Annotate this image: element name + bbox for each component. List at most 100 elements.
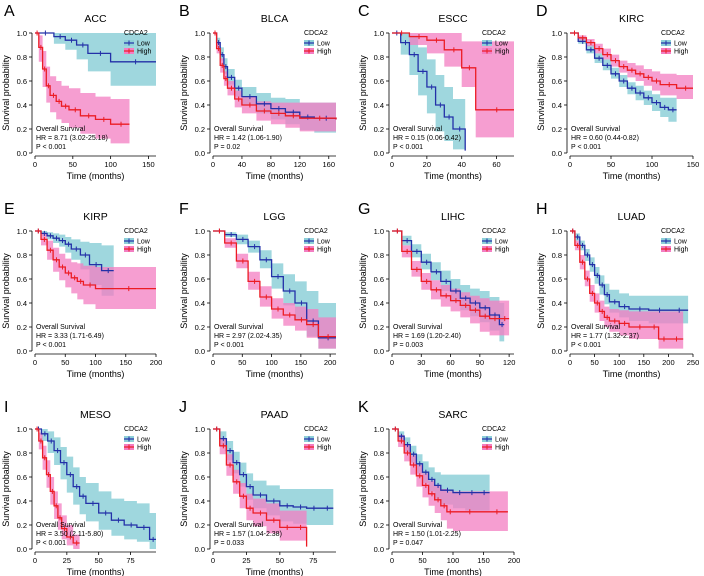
- x-tick-label: 0: [568, 160, 572, 169]
- stats-line: P = 0.003: [393, 342, 423, 349]
- stats-line: HR = 0.60 (0.44-0.82): [571, 135, 639, 142]
- legend-label: Low: [317, 41, 331, 48]
- legend-low: Low: [482, 238, 509, 246]
- ci-band-low: [35, 429, 156, 549]
- y-tick-label: 0.0: [17, 149, 27, 158]
- y-tick-label: 0.6: [195, 77, 205, 86]
- x-tick-label: 50: [276, 556, 284, 565]
- legend-high: High: [661, 48, 689, 56]
- stats-line: HR = 1.50 (1.01-2.25): [393, 531, 461, 538]
- legend-label: Low: [137, 41, 151, 48]
- x-tick-label: 0: [568, 358, 572, 367]
- stats-line: P < 0.001: [36, 342, 66, 349]
- legend-label: Low: [317, 437, 331, 444]
- y-tick-label: 1.0: [195, 227, 205, 236]
- x-tick-label: 150: [687, 160, 700, 169]
- x-tick-label: 200: [662, 358, 675, 367]
- legend-label: High: [137, 49, 152, 56]
- y-tick-label: 0.4: [195, 497, 205, 506]
- y-tick-label: 0.0: [195, 347, 205, 356]
- y-tick-label: 0.2: [17, 521, 27, 530]
- y-axis-label: Survival probability: [1, 55, 11, 131]
- legend-title: CDCA2: [304, 426, 328, 433]
- stats-line: HR = 0.15 (0.06-0.42): [393, 135, 461, 142]
- stats-line: HR = 2.97 (2.02-4.35): [214, 333, 282, 340]
- stats-line: HR = 3.33 (1.71-6.49): [36, 333, 104, 340]
- y-tick-label: 0.6: [195, 473, 205, 482]
- km-line-high: [392, 230, 510, 320]
- panel-escc: C ESCC 0.0 0.2 0.4 0.6 0.8 1.0 0 20 40 60 Time (mont…: [358, 3, 514, 181]
- x-tick-label: 0: [390, 556, 394, 565]
- x-tick-label: 80: [267, 160, 275, 169]
- panel-luad: H LUAD 0.0 0.2 0.4 0.6 0.8 1.0 0 50 100 150 200 250 Ti…: [536, 201, 699, 379]
- x-tick-label: 0: [211, 556, 215, 565]
- x-tick-label: 100: [265, 358, 278, 367]
- legend-label: High: [317, 49, 332, 56]
- km-line-high: [35, 428, 80, 544]
- y-axis-label: Survival probability: [358, 451, 368, 527]
- stats-line: P < 0.001: [393, 144, 423, 151]
- legend-title: CDCA2: [124, 228, 148, 235]
- y-tick-label: 1.0: [374, 425, 384, 434]
- panel-title: LGG: [263, 211, 285, 223]
- y-tick-label: 0.8: [17, 449, 27, 458]
- ci-band-low: [570, 33, 677, 122]
- x-tick-label: 50: [418, 556, 426, 565]
- x-axis-label: Time (months): [603, 369, 661, 379]
- legend-title: CDCA2: [661, 228, 685, 235]
- legend-high: High: [124, 444, 152, 452]
- legend-title: CDCA2: [304, 30, 328, 37]
- legend-high: High: [482, 246, 510, 254]
- legend-label: Low: [137, 239, 151, 246]
- panel-blca: B BLCA 0.0 0.2 0.4 0.6 0.8 1.0 0 40 80 120 160 Time (…: [179, 3, 337, 181]
- legend-label: High: [495, 247, 510, 254]
- x-tick-label: 20: [423, 160, 431, 169]
- km-line-low: [392, 230, 505, 326]
- y-tick-label: 0.6: [552, 77, 562, 86]
- y-tick-label: 1.0: [195, 29, 205, 38]
- legend-label: High: [495, 49, 510, 56]
- x-axis-label: Time (months): [246, 369, 304, 379]
- panel-letter: K: [358, 399, 369, 416]
- x-tick-label: 150: [119, 358, 132, 367]
- legend-label: High: [674, 247, 689, 254]
- y-tick-label: 0.8: [552, 53, 562, 62]
- y-tick-label: 0.6: [17, 77, 27, 86]
- x-tick-label: 100: [447, 556, 460, 565]
- panel-letter: D: [536, 3, 548, 20]
- ci-band-high: [213, 429, 307, 549]
- panel-letter: A: [4, 3, 15, 20]
- x-tick-label: 150: [142, 160, 155, 169]
- legend-label: Low: [495, 239, 509, 246]
- x-tick-label: 90: [476, 358, 484, 367]
- y-tick-label: 0.2: [195, 521, 205, 530]
- y-tick-label: 1.0: [17, 29, 27, 38]
- x-tick-label: 30: [417, 358, 425, 367]
- y-tick-label: 0.8: [552, 251, 562, 260]
- panel-title: SARC: [438, 409, 468, 421]
- x-tick-label: 0: [390, 160, 394, 169]
- x-tick-label: 120: [294, 160, 307, 169]
- panel-letter: G: [358, 201, 370, 218]
- km-line-low: [213, 230, 336, 339]
- y-axis-label: Survival probability: [358, 253, 368, 329]
- y-tick-label: 0.8: [195, 53, 205, 62]
- y-tick-label: 0.6: [374, 77, 384, 86]
- x-tick-label: 150: [477, 556, 490, 565]
- legend-label: High: [317, 247, 332, 254]
- panel-letter: E: [4, 201, 15, 218]
- legend-title: CDCA2: [304, 228, 328, 235]
- stats-line: P = 0.033: [214, 540, 244, 547]
- y-tick-label: 0.6: [374, 473, 384, 482]
- panel-title: LUAD: [617, 211, 645, 223]
- stats-line: P < 0.001: [36, 144, 66, 151]
- y-tick-label: 0.4: [552, 299, 562, 308]
- panel-lihc: G LIHC 0.0 0.2 0.4 0.6 0.8 1.0 0 30 60 90 120 Time (m…: [358, 201, 515, 379]
- x-tick-label: 250: [687, 358, 700, 367]
- x-tick-label: 100: [646, 160, 659, 169]
- x-axis-label: Time (months): [67, 171, 125, 181]
- y-tick-label: 0.4: [17, 299, 27, 308]
- panel-title: ESCC: [438, 13, 468, 25]
- ci-band-low: [392, 33, 466, 153]
